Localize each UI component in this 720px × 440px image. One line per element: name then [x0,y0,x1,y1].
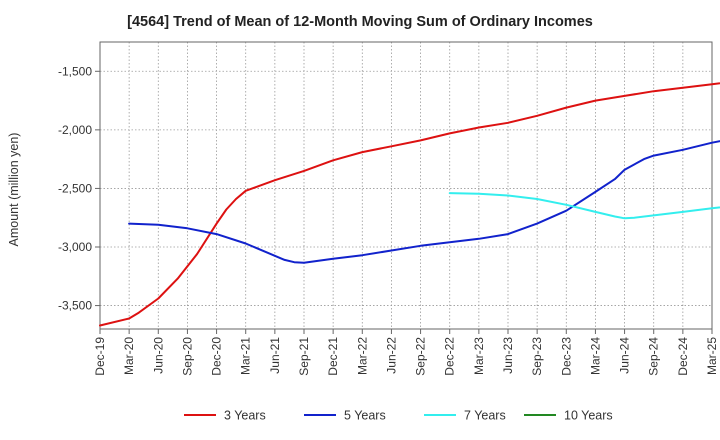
x-tick-label: Dec-24 [676,337,690,376]
x-tick-label: Jun-21 [268,337,282,374]
legend-label-5-years: 5 Years [344,409,386,423]
y-axis-title: Amount (million yen) [7,133,21,247]
legend-label-7-years: 7 Years [464,409,506,423]
x-tick-label: Jun-24 [618,337,632,374]
series-line-5-years [128,140,720,264]
legend-label-10-years: 10 Years [564,409,613,423]
y-tick-label: -2,500 [58,181,92,195]
x-tick-label: Dec-20 [210,337,224,376]
x-tick-label: Sep-23 [530,337,544,376]
x-tick-label: Mar-23 [472,337,486,375]
x-tick-label: Dec-19 [93,337,107,376]
x-tick-label: Mar-24 [588,337,602,375]
y-tick-label: -2,000 [58,123,92,137]
x-tick-label: Dec-22 [443,337,457,376]
x-tick-label: Sep-24 [647,337,661,376]
series-line-3-years [99,82,720,327]
y-tick-label: -1,500 [58,64,92,78]
x-tick-label: Mar-25 [705,337,719,375]
y-tick-label: -3,000 [58,240,92,254]
x-axis: Dec-19 Mar-20 Jun-20 Sep-20 Dec-20 Mar-21 Jun-… [93,329,719,376]
x-tick-label: Mar-21 [239,337,253,375]
plot-frame [99,41,713,330]
x-tick-label: Dec-21 [326,337,340,376]
x-tick-label: Sep-20 [180,337,194,376]
y-tick-label: -3,500 [58,299,92,313]
x-tick-label: Mar-20 [122,337,136,375]
x-tick-label: Sep-21 [297,337,311,376]
grid-layer [100,42,712,329]
chart-title: [4564] Trend of Mean of 12-Month Moving … [127,14,593,30]
x-tick-label: Sep-22 [414,337,428,376]
series-line-7-years [448,192,720,220]
x-tick-label: Jun-20 [151,337,165,374]
x-tick-label: Jun-23 [501,337,515,374]
legend-label-3-years: 3 Years [224,409,266,423]
x-tick-label: Dec-23 [559,337,573,376]
x-tick-label: Mar-22 [355,337,369,375]
series-layer [99,82,720,327]
x-tick-label: Jun-22 [384,337,398,374]
y-axis: -3,500 -3,000 -2,500 -2,000 -1,500 [58,64,100,313]
legend: 3 Years 5 Years 7 Years 10 Years [184,409,613,423]
